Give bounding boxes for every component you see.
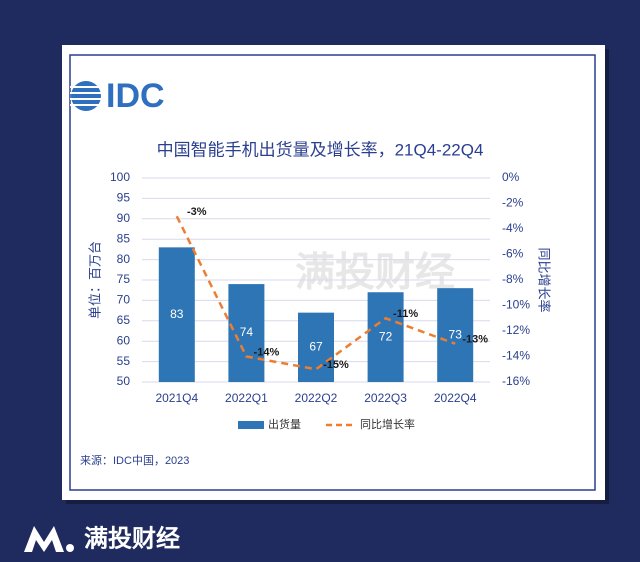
y-tick-label: 70 <box>117 293 131 307</box>
logo: IDC <box>106 77 165 115</box>
bar-label: 83 <box>170 307 184 321</box>
y-tick-label: 95 <box>117 191 131 205</box>
bar-label: 67 <box>309 339 323 353</box>
line-label: -14% <box>254 346 280 358</box>
logo-icon <box>70 81 102 111</box>
y2-tick-label: -4% <box>502 221 524 235</box>
y-tick-label: 85 <box>117 231 131 245</box>
legend-label: 出货量 <box>268 417 301 431</box>
bar <box>437 288 474 382</box>
line-label: -13% <box>462 334 488 346</box>
bar-label: 72 <box>379 329 393 343</box>
card-border <box>69 54 596 491</box>
bar <box>228 284 265 382</box>
y2-tick-label: 0% <box>502 170 520 184</box>
legend-label: 同比增长率 <box>360 417 415 431</box>
x-tick-label: 2022Q1 <box>225 391 268 405</box>
bar <box>158 247 195 382</box>
y-tick-label: 90 <box>117 211 131 225</box>
y2-tick-label: -10% <box>502 298 530 312</box>
watermark: 满投财经 <box>295 251 455 295</box>
y-tick-label: 50 <box>117 374 131 388</box>
line-label: -3% <box>187 206 207 218</box>
y2-axis-label: 同比增长率 <box>537 247 552 312</box>
source: 来源：IDC中国，2023 <box>80 453 189 467</box>
footer-logo <box>24 526 74 552</box>
y2-tick-label: -2% <box>502 196 524 210</box>
x-tick-label: 2022Q2 <box>295 391 338 405</box>
x-tick-label: 2021Q4 <box>155 391 198 405</box>
chart-title: 中国智能手机出货量及增长率，21Q4-22Q4 <box>157 140 484 159</box>
bar-label: 73 <box>449 327 463 341</box>
bar <box>298 312 334 382</box>
line-label: -15% <box>323 359 349 371</box>
y-tick-label: 80 <box>117 252 131 266</box>
card <box>62 45 605 500</box>
x-tick-label: 2022Q3 <box>364 391 407 405</box>
y-tick-label: 55 <box>117 354 131 368</box>
y2-tick-label: -12% <box>502 323 530 337</box>
y2-tick-label: -8% <box>502 272 524 286</box>
line <box>175 215 456 371</box>
line-label: -11% <box>393 308 418 320</box>
y-tick-label: 65 <box>117 313 131 327</box>
footer-brand: 满投财经 <box>84 524 180 552</box>
y2-tick-label: -6% <box>502 247 524 261</box>
legend-swatch <box>238 421 264 429</box>
y-tick-label: 60 <box>117 333 131 347</box>
y-tick-label: 75 <box>117 272 131 286</box>
bar <box>367 292 404 382</box>
y-tick-label: 100 <box>110 170 130 184</box>
y2-tick-label: -16% <box>502 374 530 388</box>
x-tick-label: 2022Q4 <box>434 391 477 405</box>
y2-tick-label: -14% <box>502 349 530 363</box>
bar-label: 74 <box>240 325 254 339</box>
y-axis-label: 单位：百万台 <box>87 241 102 319</box>
